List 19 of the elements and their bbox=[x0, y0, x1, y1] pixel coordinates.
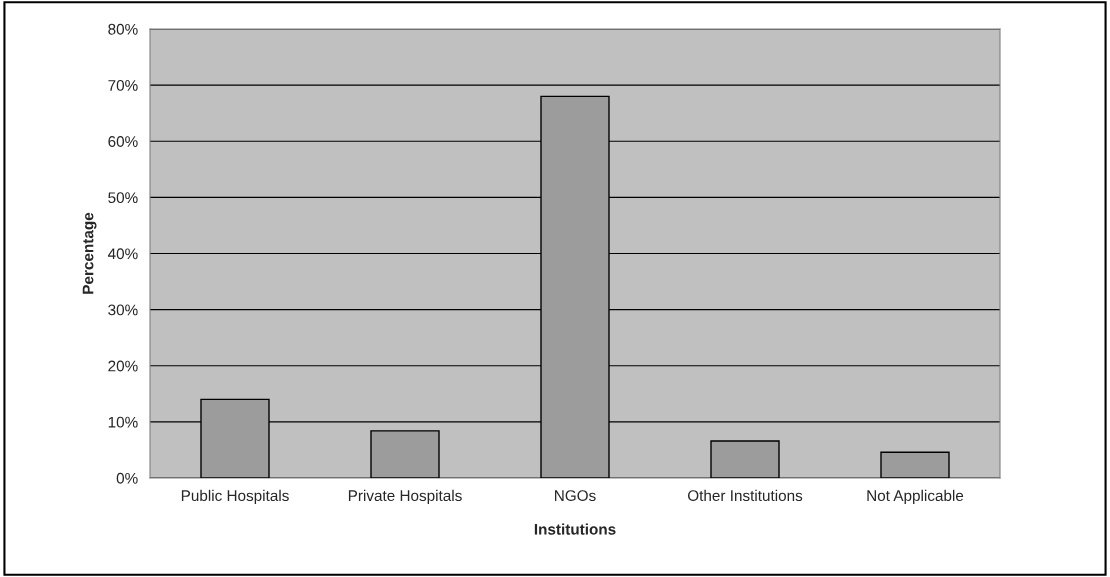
y-tick-label: 60% bbox=[108, 136, 138, 147]
x-axis-title: Institutions bbox=[534, 523, 616, 535]
y-tick-label: 30% bbox=[108, 304, 138, 316]
x-tick-label: Not Applicable bbox=[867, 489, 964, 505]
y-tick-label: 0% bbox=[116, 472, 138, 484]
y-tick-label: 20% bbox=[108, 360, 138, 372]
bar bbox=[710, 440, 780, 478]
x-tick-label: Other Institutions bbox=[687, 489, 803, 502]
y-axis-title: Percentage bbox=[82, 212, 97, 294]
x-tick-label: Private Hospitals bbox=[348, 489, 462, 505]
y-tick-label: 50% bbox=[108, 192, 138, 204]
bar bbox=[880, 451, 950, 478]
bar bbox=[370, 430, 440, 478]
x-tick-label: NGOs bbox=[555, 490, 596, 502]
y-tick-label: 80% bbox=[108, 23, 138, 35]
y-tick-label: 70% bbox=[108, 79, 138, 91]
x-tick-label: Public Hospitals bbox=[181, 489, 289, 505]
y-tick-label: 10% bbox=[108, 416, 138, 428]
y-tick-label: 40% bbox=[107, 248, 138, 260]
